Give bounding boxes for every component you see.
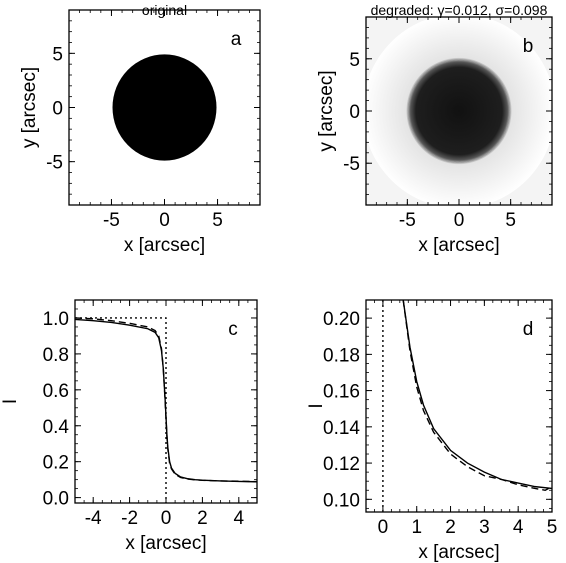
y-axis-label: y [arcsec]: [316, 70, 337, 151]
solar-disk: [112, 54, 217, 161]
x-tick-label: 0: [161, 508, 172, 529]
y-tick-label: 5: [52, 44, 63, 65]
y-tick-label: 0.0: [43, 489, 69, 510]
x-tick-label: 5: [212, 210, 223, 231]
panel-letter: d: [523, 319, 534, 340]
panel-c-intensity-profile: -4 -2 0 2 4 0.0 0.2 0.4 0.6 0.8 1.0 x [arcsec] Ic: [0, 299, 258, 554]
x-tick-label: 4: [513, 517, 524, 538]
x-tick-label: 5: [505, 210, 516, 231]
y-tick-label: -5: [46, 153, 63, 174]
x-tick-label: -4: [85, 508, 102, 529]
solar-disk: [406, 57, 512, 165]
x-tick-label: 0: [454, 210, 465, 231]
panel-letter: b: [523, 36, 534, 57]
y-tick-label: 0.2: [43, 453, 69, 474]
y-axis-label: I: [0, 399, 21, 404]
x-tick-label: -5: [103, 210, 120, 231]
x-tick-label: 2: [197, 508, 208, 529]
y-axis-label: I: [306, 403, 327, 408]
y-tick-label: 0: [349, 102, 360, 123]
series-solid-line: [402, 300, 552, 490]
panel-d-intensity-profile-zoom: 0 1 2 3 4 5 0.10 0.12 0.14 0.16 0.18 0.20 x [arcsec]…: [306, 299, 558, 563]
x-tick-label: 5: [547, 517, 558, 538]
x-tick-label: 4: [234, 508, 245, 529]
y-tick-label: 0.6: [43, 381, 69, 402]
panel-letter: c: [228, 319, 238, 340]
y-tick-label: 0: [52, 99, 63, 120]
panel-b-degraded-disk-image: -5 0 5 -5 0 5 x [arcsec] y [arcsec] degraded: γ=…: [316, 2, 556, 256]
x-axis-label: x [arcsec]: [125, 533, 206, 554]
x-tick-label: 2: [445, 517, 456, 538]
x-tick-label: -5: [399, 210, 416, 231]
x-axis-label: x [arcsec]: [124, 235, 205, 256]
x-tick-label: 3: [479, 517, 490, 538]
x-tick-label: 1: [411, 517, 422, 538]
y-tick-label: 0.8: [43, 345, 69, 366]
y-axis-label: y [arcsec]: [19, 67, 40, 148]
x-tick-label: 0: [159, 210, 170, 231]
y-tick-label: 0.18: [323, 345, 360, 366]
series-dashed-line: [75, 317, 257, 483]
panel-title: degraded: γ=0.012, σ=0.098: [371, 2, 548, 18]
y-tick-label: 0.4: [43, 417, 70, 438]
panel-a-disk-image: -5 0 5 -5 0 5 x [arcsec] y [arcsec] original a: [19, 2, 261, 256]
y-tick-label: 1.0: [43, 309, 69, 330]
x-axis-label: x [arcsec]: [418, 235, 499, 256]
y-tick-label: 0.14: [323, 418, 360, 439]
series-dashed-line: [402, 300, 552, 491]
panel-title: original: [142, 2, 187, 18]
x-tick-label: 0: [378, 517, 389, 538]
y-tick-label: 0.16: [323, 382, 360, 403]
y-tick-label: 0.12: [323, 454, 360, 475]
x-tick-label: -2: [121, 508, 138, 529]
x-axis-label: x [arcsec]: [418, 542, 499, 563]
y-tick-label: 0.10: [323, 490, 360, 511]
disk-edge-contour: [407, 59, 511, 163]
y-tick-label: -5: [343, 154, 360, 175]
y-tick-label: 5: [349, 50, 360, 71]
y-tick-label: 0.20: [323, 309, 360, 330]
panel-letter: a: [231, 29, 242, 50]
series-dotted-line: [75, 317, 167, 503]
